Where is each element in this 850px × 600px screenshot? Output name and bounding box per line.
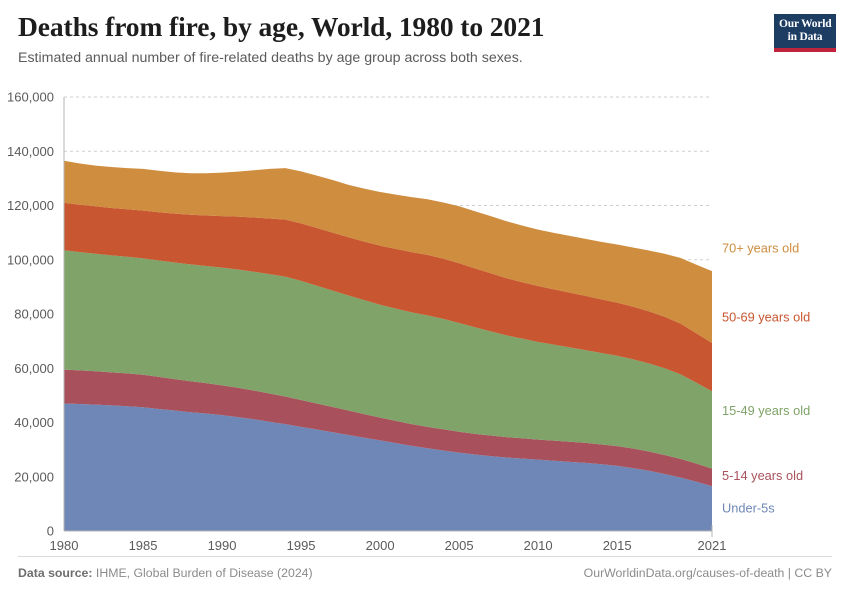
y-axis-tick-label: 60,000 [14,361,54,376]
area-series-50-69-years-old[interactable] [64,202,712,392]
y-axis-tick-label: 40,000 [14,415,54,430]
series-label-15-49-years-old[interactable]: 15-49 years old [722,403,810,418]
area-series-group[interactable] [64,160,712,531]
y-axis-tick-label: 140,000 [7,144,54,159]
y-axis-tick-label: 0 [47,524,54,539]
stacked-area-chart[interactable]: 0 20,000 40,000 60,000 80,000 100,000 120,000 1… [0,86,850,554]
page-title: Deaths from fire, by age, World, 1980 to… [18,11,545,42]
chart-subtitle: Estimated annual number of fire-related … [18,49,523,66]
series-legend-labels[interactable]: Under-5s 5-14 years old 15-49 years old 50-… [722,240,810,515]
chart-header: Deaths from fire, by age, World, 1980 to… [18,11,832,74]
y-axis-tick-labels: 0 20,000 40,000 60,000 80,000 100,000 120,000 1… [7,90,54,539]
x-axis-tick-label: 1980 [50,538,79,553]
x-axis-tick-label: 2021 [698,538,727,553]
footer-link[interactable]: OurWorldinData.org/causes-of-death | CC … [583,566,832,580]
logo-line-2: in Data [787,31,823,44]
series-label-under-5s[interactable]: Under-5s [722,501,775,516]
area-series-15-49-years-old[interactable] [64,250,712,469]
x-axis-tick-labels: 1980 1985 1990 1995 2000 2005 2010 2015 2021 [50,538,727,553]
x-axis-tick-label: 2005 [445,538,474,553]
y-axis-tick-label: 100,000 [7,252,54,267]
y-axis-tick-label: 20,000 [14,469,54,484]
x-axis-tick-label: 1995 [287,538,316,553]
axis-lines [63,97,713,537]
x-axis-tick-label: 1990 [208,538,237,553]
y-axis-tick-label: 120,000 [7,198,54,213]
chart-footer: Data source: IHME, Global Burden of Dise… [18,556,832,586]
x-axis-tick-label: 2010 [524,538,553,553]
series-label-5-14-years-old[interactable]: 5-14 years old [722,468,803,483]
series-label-50-69-years-old[interactable]: 50-69 years old [722,309,810,324]
area-series-5-14-years-old[interactable] [64,369,712,487]
logo-line-1: Our World [779,18,832,30]
x-axis-tick-label: 2000 [366,538,395,553]
y-axis-tick-label: 160,000 [7,90,54,105]
chart-svg: 0 20,000 40,000 60,000 80,000 100,000 120,000 1… [7,90,810,554]
owid-logo[interactable]: Our World in Data [774,14,836,52]
x-axis-tick-label: 2015 [603,538,632,553]
area-series-70-years-old[interactable] [64,160,712,344]
y-axis-tick-label: 80,000 [14,307,54,322]
series-label-70-years-old[interactable]: 70+ years old [722,240,799,255]
x-axis-tick-label: 1985 [129,538,158,553]
footer-source-label: Data source: [18,566,93,580]
footer-source: Data source: IHME, Global Burden of Dise… [18,566,313,580]
area-series-under-5s[interactable] [64,403,712,531]
footer-source-value: IHME, Global Burden of Disease (2024) [95,566,313,580]
